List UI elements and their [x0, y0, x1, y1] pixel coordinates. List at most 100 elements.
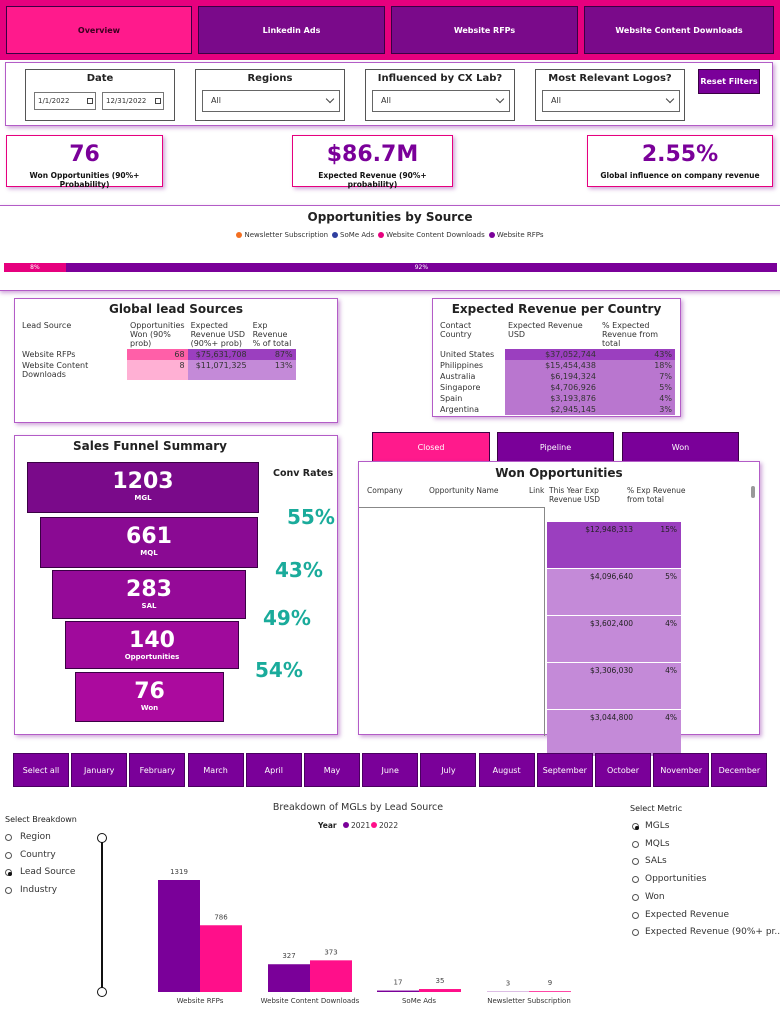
radio-option[interactable]: SALs	[632, 856, 780, 869]
conv-rate: 49%	[263, 606, 311, 630]
column-header[interactable]: Link	[529, 486, 545, 495]
dropdown[interactable]: All	[202, 90, 340, 112]
slider-handle[interactable]	[97, 833, 107, 843]
month-button[interactable]: Select all	[13, 753, 69, 787]
kpi-card: 2.55% Global influence on company revenue	[587, 135, 773, 187]
column-header[interactable]: Opportunity Name	[429, 486, 499, 495]
chevron	[325, 94, 335, 104]
table-row: Singapore $4,706,926 5%	[437, 382, 675, 393]
funnel-panel: Sales Funnel Summary 1203 MGL 661 MQL 283 SAL 1…	[14, 435, 338, 735]
table-cell: 4%	[599, 393, 675, 404]
table-row: $3,602,400 4%	[547, 616, 681, 663]
table-cell: Philippines	[440, 361, 484, 370]
table-cell: 4%	[665, 666, 677, 675]
radio-option[interactable]: Region	[5, 832, 105, 845]
option-label: Won	[645, 891, 665, 902]
legend-item[interactable]: Website Content Downloads	[378, 231, 485, 239]
legend-item[interactable]: Website RFPs	[488, 231, 544, 239]
month-button[interactable]: August	[478, 753, 535, 787]
column-header[interactable]: Company	[367, 486, 403, 495]
date-input[interactable]: 1/1/2022	[34, 92, 96, 110]
status-button[interactable]: Won	[622, 432, 739, 462]
tab[interactable]: Overview	[6, 6, 192, 54]
tab[interactable]: Linkedin Ads	[198, 6, 385, 54]
month-button[interactable]: September	[536, 753, 593, 787]
column-header[interactable]: Expected Revenue USD	[508, 321, 583, 339]
data-table: Contact Country Expected Revenue USD % Exp…	[437, 320, 675, 415]
month-button[interactable]: October	[595, 753, 651, 787]
date-filter: Date 1/1/2022 12/31/2022	[25, 69, 175, 121]
legend-text: 2022	[379, 821, 398, 830]
table-cell: $4,706,926	[505, 382, 599, 393]
value-label: 35	[436, 977, 445, 985]
column-header[interactable]: Lead Source	[22, 321, 72, 330]
radio-option[interactable]: Industry	[5, 885, 105, 898]
value-label: 1319	[170, 868, 188, 876]
kpi-value: $86.7M	[326, 142, 419, 167]
funnel-value: 76	[134, 679, 165, 704]
column-header[interactable]: Opportunities Won (90% prob)	[130, 321, 185, 348]
tab[interactable]: Website RFPs	[391, 6, 578, 54]
radio-option[interactable]: Country	[5, 850, 105, 863]
reset-button[interactable]: Reset Filters	[698, 69, 760, 94]
radio-option[interactable]: MQLs	[632, 839, 780, 852]
month-button[interactable]: April	[245, 753, 302, 787]
radio-option[interactable]: Won	[632, 892, 780, 905]
date-text: 1/1/2022	[38, 97, 70, 105]
column-header[interactable]: % Expected Revenue from total	[602, 321, 658, 348]
radio-option[interactable]: Expected Revenue	[632, 910, 780, 923]
date-input[interactable]: 12/31/2022	[102, 92, 164, 110]
scrollbar	[751, 486, 755, 498]
table-row: $3,044,800 4%	[547, 710, 681, 757]
kpi-value: 76	[69, 142, 100, 167]
legend-item[interactable]: SoMe Ads	[332, 231, 374, 239]
column-header[interactable]: Contact Country	[440, 321, 472, 339]
radio-option[interactable]: Expected Revenue (90%+ pr...	[632, 927, 780, 940]
funnel-label: MQL	[140, 549, 158, 557]
dropdown[interactable]: All	[542, 90, 680, 112]
month-button[interactable]: December	[711, 753, 768, 787]
column-header[interactable]: % Exp Revenue from total	[627, 486, 686, 504]
conv-title: Conv Rates	[273, 468, 334, 479]
table-header-row: Lead Source Opportunities Won (90% prob) E…	[19, 320, 296, 349]
dropdown[interactable]: All	[372, 90, 510, 112]
month-button[interactable]: January	[71, 753, 128, 787]
month-button[interactable]: May	[304, 753, 360, 787]
radio-option[interactable]: Opportunities	[632, 874, 780, 887]
value-label: 786	[214, 913, 228, 921]
filter-label: Regions	[247, 73, 293, 84]
table-cell: 15%	[660, 525, 677, 534]
option-label: Expected Revenue (90%+ pr...	[645, 927, 780, 938]
month-button[interactable]: June	[362, 753, 419, 787]
table-row: Website Content Downloads 8 $11,071,325 13%	[19, 360, 296, 380]
dropdown-filter: Most Relevant Logos? All	[535, 69, 685, 121]
month-button[interactable]: November	[653, 753, 710, 787]
month-button[interactable]: February	[129, 753, 186, 787]
month-button[interactable]: March	[187, 753, 244, 787]
column-header[interactable]: Expected Revenue USD (90%+ prob)	[190, 321, 246, 348]
chevron	[495, 94, 505, 104]
legend-title: Year	[317, 821, 337, 830]
status-button[interactable]: Closed	[372, 432, 490, 462]
source-segment: 8%	[4, 263, 66, 272]
table-cell: $3,602,400	[590, 619, 633, 628]
tab[interactable]: Website Content Downloads	[584, 6, 774, 54]
radio	[5, 851, 12, 859]
bar	[268, 964, 310, 992]
funnel-stage: 76 Won	[75, 672, 224, 722]
month-button[interactable]: July	[420, 753, 477, 787]
legend-dot	[378, 232, 385, 238]
column-header[interactable]: This Year Exp Revenue USD	[549, 486, 601, 504]
panel-title: Expected Revenue per Country	[451, 302, 662, 316]
legend-item[interactable]: Newsletter Subscription	[236, 231, 328, 239]
date-text: 12/31/2022	[106, 97, 147, 105]
status-button[interactable]: Pipeline	[497, 432, 614, 462]
source-panel: Opportunities by Source Newsletter Subscr…	[0, 205, 780, 291]
x-tick-label: SoMe Ads	[402, 997, 436, 1005]
column-header[interactable]: Exp Revenue % of total	[252, 321, 292, 348]
radio-option[interactable]: MGLs	[632, 821, 780, 834]
funnel-value: 140	[129, 628, 175, 653]
slider-handle[interactable]	[97, 987, 107, 997]
radio-option[interactable]: Lead Source	[5, 867, 105, 880]
